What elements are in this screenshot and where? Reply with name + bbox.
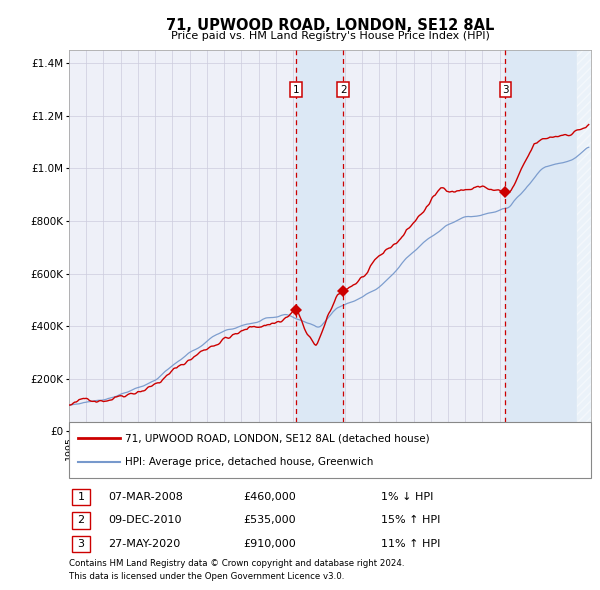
Text: 71, UPWOOD ROAD, LONDON, SE12 8AL (detached house): 71, UPWOOD ROAD, LONDON, SE12 8AL (detac…	[125, 434, 430, 443]
Text: Contains HM Land Registry data © Crown copyright and database right 2024.: Contains HM Land Registry data © Crown c…	[69, 559, 404, 568]
Text: 3: 3	[502, 84, 509, 94]
Text: 27-MAY-2020: 27-MAY-2020	[108, 539, 180, 549]
Text: 1: 1	[293, 84, 299, 94]
Text: 15% ↑ HPI: 15% ↑ HPI	[381, 516, 440, 525]
Bar	[505, 50, 590, 431]
Text: Price paid vs. HM Land Registry's House Price Index (HPI): Price paid vs. HM Land Registry's House …	[170, 31, 490, 41]
Text: 1% ↓ HPI: 1% ↓ HPI	[381, 492, 433, 502]
Text: 09-DEC-2010: 09-DEC-2010	[108, 516, 182, 525]
Text: 3: 3	[77, 539, 85, 549]
Text: £910,000: £910,000	[243, 539, 296, 549]
Text: This data is licensed under the Open Government Licence v3.0.: This data is licensed under the Open Gov…	[69, 572, 344, 581]
Text: 71, UPWOOD ROAD, LONDON, SE12 8AL: 71, UPWOOD ROAD, LONDON, SE12 8AL	[166, 18, 494, 32]
Text: 2: 2	[77, 516, 85, 525]
Text: HPI: Average price, detached house, Greenwich: HPI: Average price, detached house, Gree…	[125, 457, 373, 467]
Text: 11% ↑ HPI: 11% ↑ HPI	[381, 539, 440, 549]
Text: 1: 1	[77, 492, 85, 502]
Text: £535,000: £535,000	[243, 516, 296, 525]
Text: 07-MAR-2008: 07-MAR-2008	[108, 492, 183, 502]
Text: £460,000: £460,000	[243, 492, 296, 502]
Bar	[577, 50, 591, 431]
Text: 2: 2	[340, 84, 347, 94]
Bar	[296, 50, 343, 431]
